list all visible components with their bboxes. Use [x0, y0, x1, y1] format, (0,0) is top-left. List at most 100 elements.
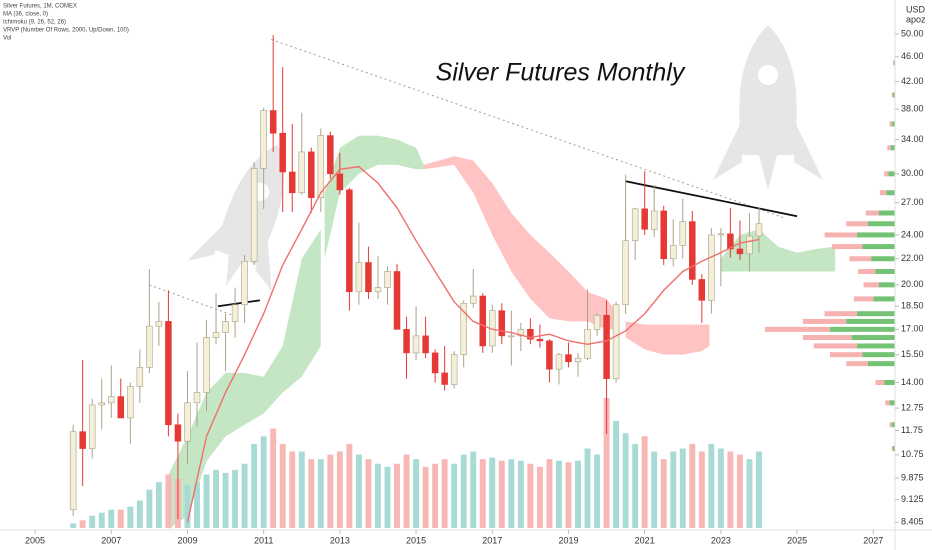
volume-bar: [670, 451, 677, 528]
volume-bar: [565, 462, 572, 528]
candle-body: [498, 310, 506, 337]
y-tick-label: 38.00: [901, 103, 924, 113]
indicator: VRVP (Number Of Rows, 2000, Up/Down, 100…: [3, 28, 129, 34]
profile-up: [890, 145, 895, 151]
volume-bar: [632, 443, 639, 528]
volume-bar: [756, 451, 762, 528]
ichimoku-cloud: [324, 135, 424, 259]
candle-body: [98, 402, 105, 406]
profile-up: [871, 256, 895, 262]
profile-down: [824, 232, 858, 238]
candle-body: [231, 304, 239, 322]
candle-body: [517, 329, 525, 337]
currency: USD: [906, 4, 926, 14]
profile-down: [846, 221, 868, 227]
candle-body: [593, 314, 601, 330]
trendline: [149, 284, 238, 318]
indicator: MA (36, close, 0): [3, 12, 48, 18]
candle-body: [298, 151, 306, 194]
profile-down: [846, 361, 868, 367]
candle-body: [317, 135, 325, 198]
profile-down: [824, 311, 858, 317]
chart-title: Silver Futures Monthly: [436, 59, 686, 87]
volume-bar: [641, 436, 648, 528]
candle-body: [612, 304, 620, 379]
volume-bar: [451, 463, 458, 528]
profile-down: [879, 190, 887, 196]
volume-bar: [213, 469, 219, 528]
volume-bar: [184, 485, 191, 528]
candle-body: [127, 386, 134, 419]
rocket-body: [215, 144, 284, 266]
candle-body: [603, 314, 610, 379]
profile-down: [858, 268, 876, 274]
ichimoku-cloud: [423, 156, 619, 330]
profile-down: [891, 446, 893, 452]
y-tick-label: 12.75: [901, 403, 924, 413]
volume-bar: [679, 448, 686, 528]
volume-bar: [79, 520, 86, 528]
profile-up: [846, 318, 895, 324]
y-tick-label: 20.00: [901, 279, 924, 289]
profile-up: [875, 268, 895, 274]
profile-up: [857, 311, 895, 317]
volume-bar: [241, 463, 248, 528]
volume-bar: [98, 512, 105, 528]
candle-body: [727, 233, 734, 250]
x-tick-label: 2007: [101, 535, 121, 545]
profile-down: [865, 210, 879, 216]
candle-body: [441, 372, 448, 385]
candle-body: [679, 221, 687, 246]
plot: [69, 35, 895, 529]
candle-body: [69, 431, 77, 510]
volume-bar: [536, 466, 543, 528]
candle-body: [450, 354, 458, 385]
ichimoku-cloud: [168, 229, 321, 529]
candle-body: [650, 210, 658, 230]
x-tick-label: 2023: [711, 535, 731, 545]
x-tick-label: 2015: [406, 535, 426, 545]
volume-bar: [89, 515, 96, 528]
profile-down: [889, 121, 892, 127]
profile-up: [867, 361, 895, 367]
volume-bar: [555, 460, 562, 528]
profile-down: [885, 400, 890, 406]
volume-bar: [498, 460, 505, 528]
candle-body: [260, 110, 267, 169]
volume-bar: [432, 463, 439, 528]
volume-bar: [689, 443, 696, 528]
volume-bar: [517, 460, 524, 528]
y-tick-label: 50.00: [901, 28, 924, 38]
volume-bar: [165, 474, 172, 528]
profile-up: [857, 343, 895, 349]
volume-bar: [603, 398, 610, 528]
volume-bar: [613, 420, 620, 528]
candle-body: [555, 354, 563, 370]
candle-body: [250, 168, 258, 262]
x-tick-label: 2005: [25, 535, 45, 545]
candle-body: [479, 295, 486, 347]
ichimoku-cloud: [625, 321, 710, 355]
volume-bar: [708, 443, 715, 528]
x-tick-label: 2013: [330, 535, 350, 545]
volume-bar: [279, 443, 286, 528]
volume-bar: [346, 443, 353, 528]
candle-body: [384, 271, 391, 288]
volume-bar: [746, 459, 753, 528]
volume-bar: [365, 459, 372, 528]
candle-body: [393, 271, 401, 330]
profile-down: [830, 352, 863, 358]
profile-down: [884, 171, 889, 177]
candle-body: [79, 431, 86, 449]
profile-up: [891, 422, 895, 428]
rocket-body: [739, 25, 797, 155]
profile-up: [889, 400, 895, 406]
profile-up: [893, 60, 895, 66]
y-tick-label: 8.405: [901, 517, 924, 527]
indicator: Ichimoku (9, 26, 52, 26): [3, 20, 66, 26]
profile-up: [884, 380, 895, 386]
candle-body: [336, 173, 344, 191]
candle-body: [88, 404, 96, 449]
candle-body: [155, 321, 163, 327]
volume-bar: [403, 454, 410, 528]
